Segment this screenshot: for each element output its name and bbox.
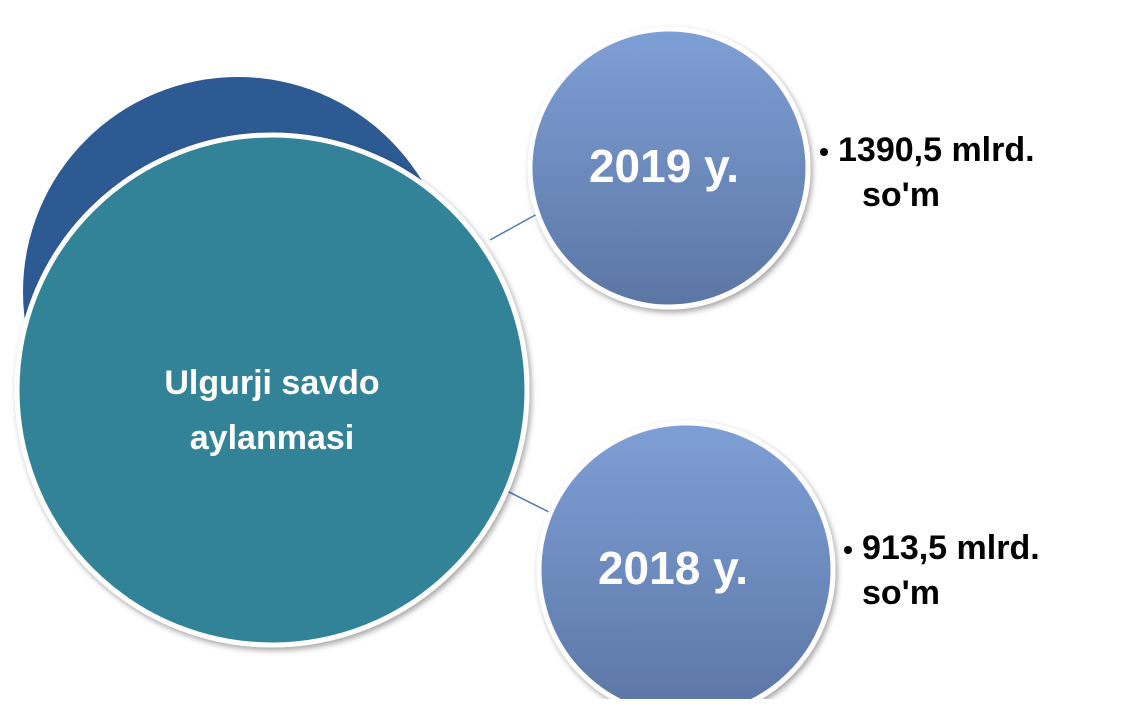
bullet [820,148,828,156]
item-text: 1390,5 mlrd. [838,131,1035,169]
item-text: 913,5 mlrd. [862,529,1040,567]
connector [504,489,556,516]
center-label: Ulgurji savdo [164,364,379,402]
item-text: so'm [862,176,940,214]
center-label: aylanmasi [190,419,354,457]
item-text: so'm [862,574,940,612]
year-label: 2018 y. [598,542,748,594]
year-circle [527,26,811,310]
center-circle [14,132,530,648]
year-label: 2019 y. [589,140,739,192]
year-circle [536,420,836,704]
bullet [844,546,852,554]
